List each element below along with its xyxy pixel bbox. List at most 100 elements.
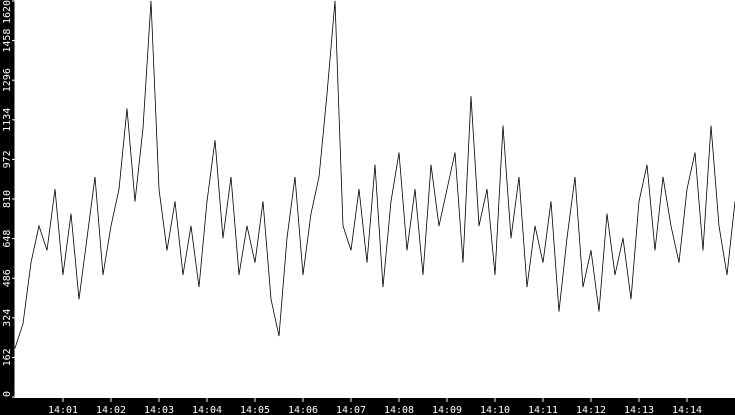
x-tick-label: 14:07 xyxy=(336,405,366,415)
y-tick-label: 1620 xyxy=(2,0,13,24)
data-point xyxy=(470,96,472,97)
data-point xyxy=(422,274,424,276)
data-point xyxy=(206,201,208,202)
data-point xyxy=(118,188,120,190)
data-point xyxy=(710,125,712,126)
data-point xyxy=(670,225,672,227)
data-point xyxy=(686,188,688,190)
data-point xyxy=(318,176,320,178)
data-point xyxy=(638,201,640,202)
data-point xyxy=(542,262,544,263)
data-point xyxy=(14,347,16,349)
data-point xyxy=(342,225,344,227)
x-tick-label: 14:05 xyxy=(240,405,270,415)
data-point xyxy=(350,250,352,251)
x-tick-label: 14:06 xyxy=(288,405,318,415)
x-tick-label: 14:14 xyxy=(672,405,702,415)
y-tick-label: 1458 xyxy=(2,29,13,53)
data-point xyxy=(374,164,376,166)
data-point xyxy=(78,298,80,300)
x-tick-label: 14:10 xyxy=(480,405,510,415)
y-tick-label: 1296 xyxy=(2,68,13,92)
data-point xyxy=(86,237,88,239)
y-tick-label: 1134 xyxy=(2,108,13,132)
data-point xyxy=(94,176,96,178)
x-tick-label: 14:04 xyxy=(192,405,222,415)
data-point xyxy=(438,225,440,227)
data-point xyxy=(246,225,248,227)
plot-area xyxy=(15,0,735,398)
data-point xyxy=(718,225,720,227)
data-point xyxy=(454,152,456,153)
data-point xyxy=(494,274,496,276)
data-point xyxy=(238,274,240,276)
y-tick-label: 486 xyxy=(2,269,13,287)
data-point xyxy=(222,237,224,239)
data-point xyxy=(510,237,512,239)
data-point xyxy=(486,188,488,190)
data-point xyxy=(654,250,656,251)
data-point xyxy=(158,188,160,190)
data-point xyxy=(398,152,400,153)
data-point xyxy=(150,0,152,2)
data-point xyxy=(70,213,72,214)
data-point xyxy=(142,127,144,129)
data-point xyxy=(38,225,40,227)
data-point xyxy=(526,286,528,288)
data-point xyxy=(646,164,648,166)
data-point xyxy=(102,274,104,276)
data-point xyxy=(662,176,664,178)
data-point xyxy=(414,188,416,190)
data-point xyxy=(254,262,256,263)
y-tick-label: 162 xyxy=(2,348,13,366)
data-point xyxy=(606,213,608,214)
x-tick-label: 14:13 xyxy=(624,405,654,415)
data-point xyxy=(382,286,384,288)
data-point xyxy=(62,274,64,276)
data-point xyxy=(574,176,576,178)
data-point xyxy=(134,201,136,202)
data-point xyxy=(358,188,360,190)
x-axis: 14:01 14:02 14:03 14:04 14:05 14:06 14:07 14:08… xyxy=(48,398,702,415)
data-point xyxy=(190,225,192,227)
x-tick-label: 14:01 xyxy=(48,405,78,415)
data-point xyxy=(406,250,408,251)
data-point xyxy=(518,176,520,178)
x-tick-label: 14:09 xyxy=(432,405,462,415)
data-point xyxy=(198,286,200,288)
data-point xyxy=(174,201,176,202)
data-point xyxy=(46,250,48,251)
x-tick-label: 14:02 xyxy=(96,405,126,415)
data-point xyxy=(598,311,600,312)
y-tick-label: 810 xyxy=(2,190,13,208)
data-point xyxy=(726,274,728,276)
data-point xyxy=(702,250,704,251)
data-point xyxy=(326,93,328,95)
data-point xyxy=(54,188,56,190)
data-point xyxy=(694,152,696,153)
data-point xyxy=(302,274,304,276)
data-point xyxy=(446,188,448,190)
data-point xyxy=(630,298,632,300)
data-point xyxy=(270,298,272,300)
x-tick-label: 14:11 xyxy=(528,405,558,415)
data-point xyxy=(286,237,288,239)
y-tick-label: 972 xyxy=(2,150,13,168)
data-point xyxy=(558,311,560,312)
data-point xyxy=(390,201,392,202)
data-point xyxy=(478,225,480,227)
data-point xyxy=(502,125,504,126)
data-point xyxy=(166,250,168,251)
data-point xyxy=(678,262,680,263)
data-point xyxy=(590,250,592,251)
data-point xyxy=(566,237,568,239)
data-point xyxy=(294,176,296,178)
data-point xyxy=(534,225,536,227)
x-tick-label: 14:12 xyxy=(576,405,606,415)
x-tick-label: 14:03 xyxy=(144,405,174,415)
data-point xyxy=(110,225,112,227)
data-point xyxy=(230,176,232,178)
data-point xyxy=(430,164,432,166)
data-point xyxy=(22,323,24,324)
